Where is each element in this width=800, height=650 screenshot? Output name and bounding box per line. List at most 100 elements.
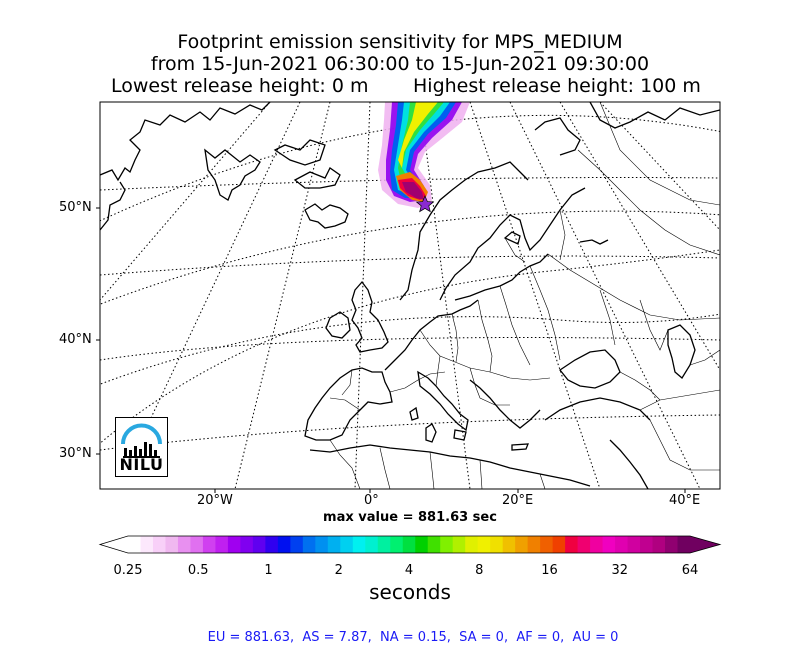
colorbar-bin [352,536,366,553]
title-highest-release: Highest release height: 100 m [413,75,701,97]
colorbar-tick-label: 1 [264,563,273,578]
coast-greenland [100,102,271,231]
map-frame [99,101,721,490]
colorbar-extend-min [100,536,128,553]
border-9 [469,367,510,406]
latitude-line-55n [100,210,720,305]
plume-core [402,182,424,200]
footprint-plume [378,102,470,208]
border-8 [435,355,441,387]
coast-great-britain [351,280,389,353]
coast-sweden-finland [439,187,586,301]
latitude-line-60n [100,114,720,222]
border-17 [599,102,720,206]
colorbar-bin [440,536,454,553]
colorbar-bin [502,536,516,553]
border-12 [329,439,546,489]
colorbar-bin [652,536,666,553]
max-value-label: max value = 881.63 sec [323,510,497,525]
colorbar-bin [465,536,479,553]
coast-black-sea [559,349,621,389]
colorbar-bin [315,536,329,553]
nilu-bar-icon [154,450,157,456]
colorbar-bin [340,536,354,553]
region-sums-footer: EU = 881.63, AS = 7.87, NA = 0.15, SA = … [207,630,619,645]
colorbar-tick-label: 2 [334,563,343,578]
colorbar-bin [202,536,216,553]
colorbar-extend-max [690,536,720,553]
colorbar-bin [640,536,654,553]
nilu-bar-icon [124,448,127,456]
colorbar-bin [165,536,179,553]
colorbar-bin [627,536,641,553]
coast-ladoga [503,231,521,245]
meridian-30e [509,102,701,489]
colorbar-bin [452,536,466,553]
lon-label-40e: 40°E [669,493,701,508]
chart-title-line-2: from 15-Jun-2021 06:30:00 to 15-Jun-2021… [150,53,650,75]
chart-title-line-1: Footprint emission sensitivity for MPS_M… [177,31,623,53]
border-16 [577,149,720,256]
latitude-line-52n [100,255,720,276]
colorbar-bin [128,536,141,553]
lat-label-40n: 40°N [59,332,92,347]
colorbar-bin [302,536,316,553]
nilu-bar-icon [144,442,147,456]
colorbar-bin [602,536,616,553]
colorbar-bin [290,536,304,553]
nilu-arc-icon [121,423,162,445]
colorbar-bin [540,536,554,553]
meridian-10e [419,102,471,489]
nilu-bar-icon [129,450,132,456]
colorbar-bin [490,536,504,553]
coast-italy [417,370,469,432]
coast-novaya [579,239,609,245]
border-10 [504,209,566,263]
lat-label-30n: 30°N [59,446,92,461]
nilu-logo-graphic [121,423,162,458]
colorbar-tick-label: 0.5 [187,563,209,578]
colorbar-bin [252,536,266,553]
colorbar-bin [377,536,391,553]
colorbar-bin [177,536,191,553]
colorbar-tick-label: 32 [611,563,629,578]
colorbar-bin [615,536,629,553]
colorbar-tick-label: 16 [541,563,558,578]
title-release-heights: Lowest release height: 0 m Highest relea… [0,75,800,97]
colorbar-bin [152,536,166,553]
coast-sicily [453,429,467,441]
latitude-line-35n [100,414,720,451]
coast-turkey [544,397,651,421]
coast-red-sea [609,439,649,489]
meridian-40e [559,102,720,371]
meridian-30w [100,102,271,301]
colorbar-bin [665,536,679,553]
colorbar-bin [427,536,441,553]
colorbar-bin [227,536,241,553]
meridian-10w [234,102,331,489]
axis-ticks [96,207,686,493]
colorbar-bin [552,536,566,553]
coast-ireland [325,311,351,339]
colorbar-bin [565,536,579,553]
plume-yellow [398,102,438,168]
coast-north-africa [309,444,591,487]
plume-green [398,102,444,186]
colorbar-bin [365,536,379,553]
colorbar-bin [527,536,541,553]
colorbar-bin [140,536,154,553]
title-lowest-release: Lowest release height: 0 m [111,75,369,97]
colorbar-bin [577,536,591,553]
colorbar-tick-label: 64 [681,563,699,578]
coast-balkans [469,379,541,429]
border-14 [619,349,720,401]
colorbar-bin [327,536,341,553]
nilu-logo: NILU [115,417,168,477]
colorbar-outline [98,535,722,554]
lon-label-20w: 20°W [197,493,233,508]
country-borders [329,102,720,489]
colorbar-bin [402,536,416,553]
coast-greenland-east [204,148,261,201]
latitude-line-45n [100,313,720,385]
coast-norway [399,161,529,301]
